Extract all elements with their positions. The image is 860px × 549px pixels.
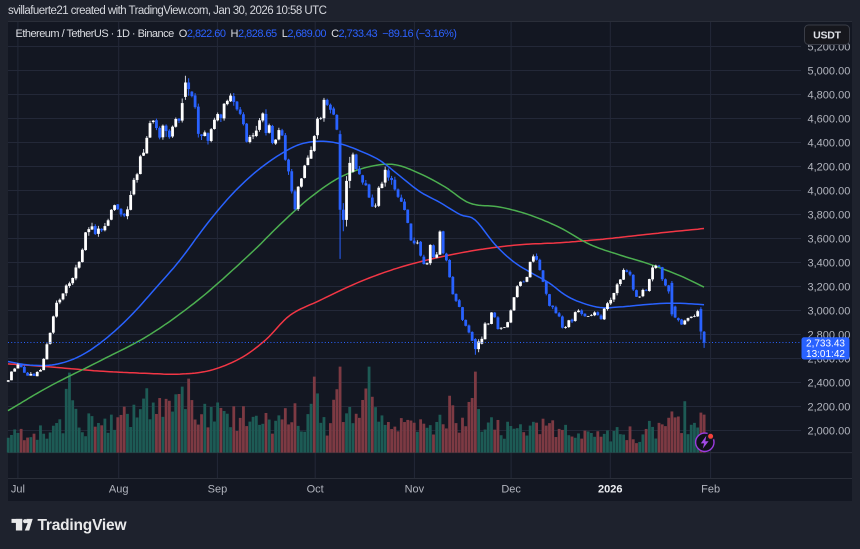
svg-text:3,200.00: 3,200.00: [808, 281, 851, 293]
svg-text:Nov: Nov: [405, 483, 425, 495]
svg-text:Oct: Oct: [307, 483, 324, 495]
svg-text:Jul: Jul: [11, 483, 25, 495]
svg-text:4,200.00: 4,200.00: [808, 161, 851, 173]
svg-text:4,400.00: 4,400.00: [808, 137, 851, 149]
svg-text:Sep: Sep: [208, 483, 228, 495]
svg-text:13:01:42: 13:01:42: [806, 349, 845, 360]
svg-text:5,000.00: 5,000.00: [808, 65, 851, 77]
svg-text:3,000.00: 3,000.00: [808, 305, 851, 317]
svg-text:2,200.00: 2,200.00: [808, 401, 851, 413]
svg-text:3,800.00: 3,800.00: [808, 209, 851, 221]
svg-text:Dec: Dec: [501, 483, 521, 495]
svg-text:TradingView: TradingView: [38, 517, 128, 534]
svg-text:Feb: Feb: [701, 483, 720, 495]
svg-text:3,400.00: 3,400.00: [808, 257, 851, 269]
svg-text:4,800.00: 4,800.00: [808, 89, 851, 101]
svg-text:4,000.00: 4,000.00: [808, 185, 851, 197]
svg-text:2026: 2026: [598, 483, 622, 495]
svg-text:2,000.00: 2,000.00: [808, 425, 851, 437]
svg-text:USDT: USDT: [813, 30, 842, 42]
svg-text:4,600.00: 4,600.00: [808, 113, 851, 125]
svg-text:2,400.00: 2,400.00: [808, 377, 851, 389]
svg-text:2,733.43: 2,733.43: [806, 339, 845, 350]
svg-text:3,600.00: 3,600.00: [808, 233, 851, 245]
svg-text:Aug: Aug: [109, 483, 129, 495]
